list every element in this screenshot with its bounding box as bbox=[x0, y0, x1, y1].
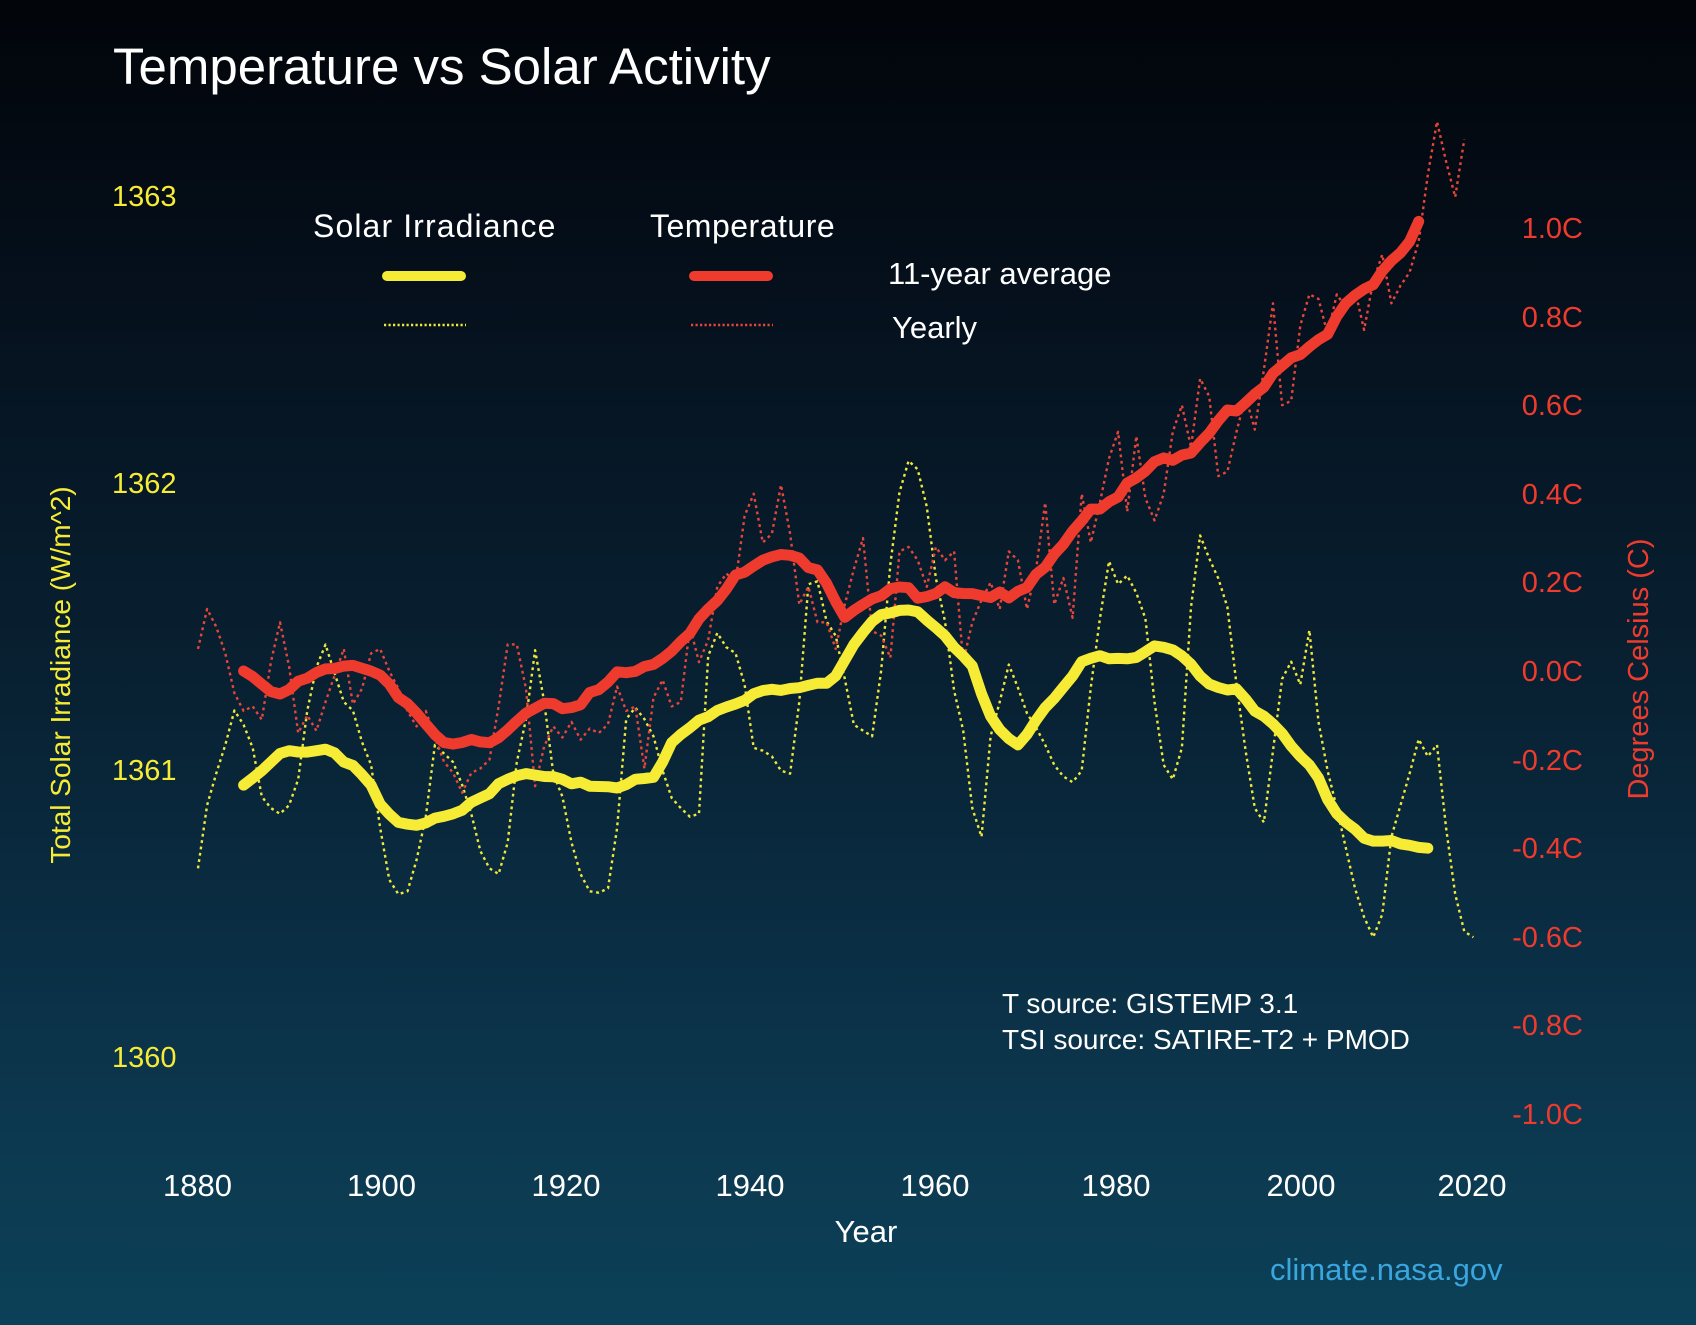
svg-text:1900: 1900 bbox=[347, 1168, 416, 1203]
svg-text:0.4C: 0.4C bbox=[1522, 479, 1583, 511]
svg-text:TSI source: SATIRE-T2 + PMOD: TSI source: SATIRE-T2 + PMOD bbox=[1002, 1024, 1410, 1055]
svg-text:1.0C: 1.0C bbox=[1522, 213, 1583, 245]
svg-text:Degrees Celsius (C): Degrees Celsius (C) bbox=[1623, 538, 1655, 799]
svg-text:1363: 1363 bbox=[112, 181, 177, 213]
svg-text:0.8C: 0.8C bbox=[1522, 302, 1583, 334]
svg-text:-0.8C: -0.8C bbox=[1512, 1010, 1583, 1042]
svg-text:2020: 2020 bbox=[1438, 1168, 1507, 1203]
svg-text:1360: 1360 bbox=[112, 1042, 177, 1074]
svg-text:0.6C: 0.6C bbox=[1522, 390, 1583, 422]
svg-text:-1.0C: -1.0C bbox=[1512, 1099, 1583, 1131]
svg-text:T source: GISTEMP 3.1: T source: GISTEMP 3.1 bbox=[1002, 988, 1298, 1019]
svg-text:0.2C: 0.2C bbox=[1522, 567, 1583, 599]
svg-text:-0.2C: -0.2C bbox=[1512, 745, 1583, 777]
svg-text:11-year average: 11-year average bbox=[888, 256, 1111, 291]
svg-text:-0.4C: -0.4C bbox=[1512, 833, 1583, 865]
svg-text:1920: 1920 bbox=[532, 1168, 601, 1203]
svg-text:1362: 1362 bbox=[112, 468, 177, 500]
svg-text:2000: 2000 bbox=[1267, 1168, 1336, 1203]
svg-text:1980: 1980 bbox=[1082, 1168, 1151, 1203]
svg-text:Solar Irradiance: Solar Irradiance bbox=[313, 208, 557, 244]
svg-text:-0.6C: -0.6C bbox=[1512, 922, 1583, 954]
svg-text:1940: 1940 bbox=[716, 1168, 785, 1203]
svg-text:Yearly: Yearly bbox=[892, 310, 978, 345]
svg-text:climate.nasa.gov: climate.nasa.gov bbox=[1270, 1252, 1503, 1287]
svg-text:Total Solar Irradiance (W/m^2): Total Solar Irradiance (W/m^2) bbox=[45, 486, 76, 863]
svg-text:1361: 1361 bbox=[112, 755, 177, 787]
svg-text:1960: 1960 bbox=[901, 1168, 970, 1203]
svg-text:Temperature vs Solar Activity: Temperature vs Solar Activity bbox=[113, 38, 771, 95]
svg-text:Temperature: Temperature bbox=[650, 208, 835, 244]
svg-text:Year: Year bbox=[835, 1214, 898, 1249]
svg-text:1880: 1880 bbox=[163, 1168, 232, 1203]
svg-text:0.0C: 0.0C bbox=[1522, 656, 1583, 688]
